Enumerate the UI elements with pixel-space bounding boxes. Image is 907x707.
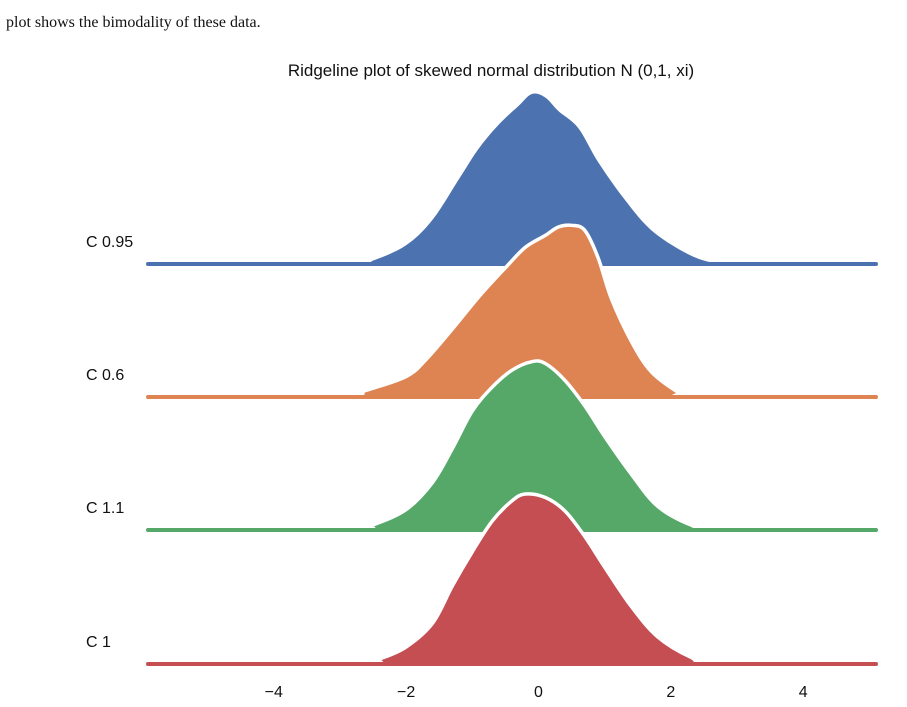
x-tick-label: 4 xyxy=(799,684,808,701)
ridge-outline xyxy=(148,492,876,666)
ridge-label: C 0.95 xyxy=(86,234,133,251)
ridge-C-1: C 1 xyxy=(86,492,878,666)
x-axis-ticks: −4 −2 0 2 4 xyxy=(265,684,808,701)
ridge-outline xyxy=(147,359,876,532)
chart-title: Ridgeline plot of skewed normal distribu… xyxy=(288,61,694,80)
figure-caption: plot shows the bimodality of these data. xyxy=(6,14,261,31)
x-tick-label: 0 xyxy=(534,684,543,701)
ridge-area xyxy=(148,225,876,397)
ridge-label: C 0.6 xyxy=(86,367,124,384)
ridge-outline xyxy=(148,223,876,399)
ridge-area xyxy=(148,93,876,265)
x-tick-label: −4 xyxy=(265,684,283,701)
ridge-area xyxy=(148,493,876,664)
ridge-area xyxy=(148,360,876,530)
ridge-C-0_95: C 0.95 xyxy=(86,93,878,266)
ridges-group: C 0.95 C 0.6 C 1.1 C 1 xyxy=(86,93,878,666)
x-tick-label: 2 xyxy=(666,684,675,701)
x-tick-label: −2 xyxy=(397,684,415,701)
ridge-label: C 1 xyxy=(86,634,111,651)
ridge-label: C 1.1 xyxy=(86,500,124,517)
